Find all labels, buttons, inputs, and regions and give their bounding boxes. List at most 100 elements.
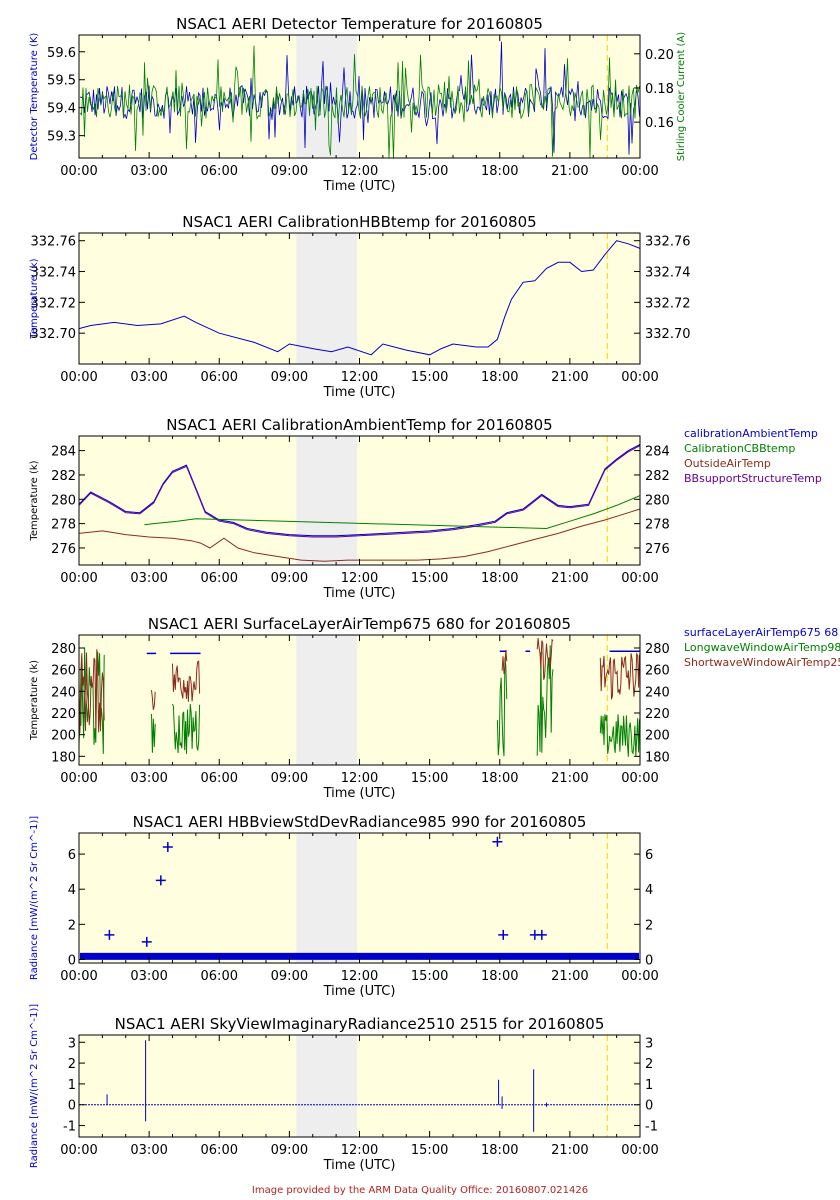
series-ShortwaveWindowAirTemp2510-burst-3 <box>501 649 508 674</box>
y2-tick-label: 0.18 <box>645 82 674 97</box>
baseline-markers <box>80 952 639 960</box>
x-tick-label: 15:00 <box>411 771 448 786</box>
data-point <box>155 875 166 886</box>
series-LongwaveWindowAirTemp985-burst-1 <box>151 713 156 753</box>
legend-entry: OutsideAirTemp <box>684 457 771 470</box>
legend-entry: LongwaveWindowAirTemp985 <box>684 641 840 654</box>
data-point <box>162 842 173 853</box>
x-tick-label: 15:00 <box>411 969 448 984</box>
y-tick-label: 280 <box>51 493 76 508</box>
x-tick-label: 21:00 <box>551 164 588 179</box>
shaded-period <box>296 635 358 765</box>
x-tick-label: 06:00 <box>201 1143 238 1158</box>
plot-background <box>79 233 640 364</box>
chart-panel-1: 00:00 03:00 06:00 09:00 12:00 15:00 18:00 21:00… <box>29 15 687 194</box>
y2-tick-label: 1 <box>645 1078 653 1093</box>
y-tick-label: 6 <box>68 848 76 863</box>
y2-tick-label: 0 <box>645 953 653 968</box>
x-tick-label: 06:00 <box>201 571 238 586</box>
chart-title: NSAC1 AERI CalibrationAmbientTemp for 20… <box>166 416 552 434</box>
series-CalibrationCBBtemp <box>144 495 640 530</box>
shaded-period <box>296 1035 358 1137</box>
y-tick-label: 59.4 <box>47 102 76 117</box>
y-tick-label: 282 <box>51 469 76 484</box>
x-tick-label: 06:00 <box>201 164 238 179</box>
x-tick-label: 03:00 <box>130 571 167 586</box>
series-ShortwaveWindowAirTemp2510-burst-1 <box>151 690 156 710</box>
y-tick-label: 59.5 <box>47 74 76 89</box>
series-group <box>79 638 640 757</box>
y2-tick-label: 0.16 <box>645 116 674 131</box>
series-Stirling-Cooler-Current <box>79 45 640 158</box>
x-tick-label: 00:00 <box>60 571 97 586</box>
y2-axis-label: Stirling Cooler Current (A) <box>676 32 687 161</box>
y2-tick-label: 280 <box>645 642 670 657</box>
plot-background <box>79 833 640 963</box>
y-tick-label: -1 <box>63 1120 76 1135</box>
x-tick-label: 03:00 <box>130 969 167 984</box>
series-CalibrationHBBtemp <box>79 240 640 356</box>
x-tick-label: 00:00 <box>60 771 97 786</box>
y-tick-label: 4 <box>68 883 76 898</box>
x-tick-label: 00:00 <box>621 771 658 786</box>
x-tick-label: 21:00 <box>551 370 588 385</box>
series-group <box>80 836 639 960</box>
data-point <box>536 929 547 940</box>
x-tick-label: 18:00 <box>481 370 518 385</box>
y2-tick-label: 332.74 <box>645 266 691 281</box>
series-OutsideAirTemp <box>79 508 640 562</box>
y2-tick-label: 240 <box>645 685 670 700</box>
shaded-period <box>296 833 358 963</box>
y-tick-label: 0 <box>68 1099 76 1114</box>
y2-tick-label: 200 <box>645 729 670 744</box>
y-tick-label: 276 <box>51 542 76 557</box>
chart-panel-5: 00:00 03:00 06:00 09:00 12:00 15:00 18:00 21:00… <box>29 813 659 999</box>
series-LongwaveWindowAirTemp985-burst-4 <box>536 645 554 756</box>
x-tick-label: 12:00 <box>341 969 378 984</box>
y-tick-label: 280 <box>51 642 76 657</box>
series-ShortwaveWindowAirTemp2510-burst-5 <box>599 652 640 700</box>
x-tick-label: 21:00 <box>551 969 588 984</box>
y-axis-label: Radiance [mW/(m^2 Sr Cm^-1)] <box>29 816 40 980</box>
series-BBsupportStructureTemp <box>79 445 640 538</box>
series-group <box>79 41 640 158</box>
x-tick-label: 15:00 <box>411 1143 448 1158</box>
y-tick-label: 2 <box>68 918 76 933</box>
x-tick-label: 18:00 <box>481 771 518 786</box>
y2-tick-label: 180 <box>645 750 670 765</box>
y-tick-label: 3 <box>68 1036 76 1051</box>
x-tick-label: 03:00 <box>130 771 167 786</box>
shaded-period <box>296 233 358 364</box>
y2-tick-label: 3 <box>645 1036 653 1051</box>
legend-entry: ShortwaveWindowAirTemp25 <box>684 656 840 669</box>
data-point <box>492 836 503 847</box>
y2-tick-label: 332.76 <box>645 235 691 250</box>
x-tick-label: 18:00 <box>481 164 518 179</box>
x-tick-label: 15:00 <box>411 164 448 179</box>
y-tick-label: 278 <box>51 518 76 533</box>
x-tick-label: 09:00 <box>271 771 308 786</box>
chart-panel-2: 00:00 03:00 06:00 09:00 12:00 15:00 18:00 21:00… <box>29 213 691 400</box>
chart-title: NSAC1 AERI HBBviewStdDevRadiance985 990 … <box>133 813 587 831</box>
y-tick-label: 200 <box>51 729 76 744</box>
y-axis-label: Temperature (k) <box>29 660 40 741</box>
plot-background <box>79 436 640 565</box>
x-tick-label: 18:00 <box>481 969 518 984</box>
y-tick-label: 180 <box>51 750 76 765</box>
x-tick-label: 15:00 <box>411 370 448 385</box>
series-group <box>79 444 640 562</box>
x-tick-label: 06:00 <box>201 771 238 786</box>
x-tick-label: 12:00 <box>341 771 378 786</box>
y-tick-label: 332.72 <box>31 296 77 311</box>
chart-panel-3: 00:00 03:00 06:00 09:00 12:00 15:00 18:00 21:00… <box>29 416 822 601</box>
chart-title: NSAC1 AERI CalibrationHBBtemp for 201608… <box>182 213 536 231</box>
x-tick-label: 06:00 <box>201 370 238 385</box>
series-group <box>79 1040 640 1132</box>
x-tick-label: 00:00 <box>621 969 658 984</box>
data-point <box>104 929 115 940</box>
x-tick-label: 00:00 <box>621 1143 658 1158</box>
y2-tick-label: 220 <box>645 707 670 722</box>
chart-panel-6: 00:00 03:00 06:00 09:00 12:00 15:00 18:00 21:00… <box>29 1004 659 1173</box>
y2-tick-label: -1 <box>645 1120 658 1135</box>
x-axis-label: Time (UTC) <box>323 984 396 999</box>
